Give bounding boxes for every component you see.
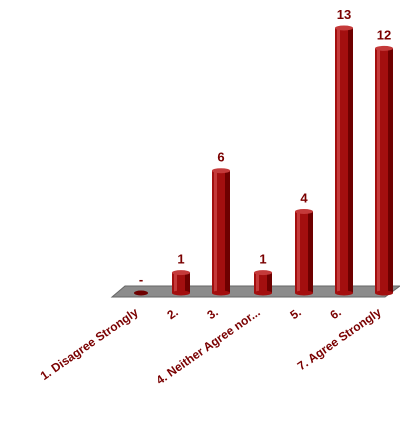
bar-top	[375, 45, 393, 51]
data-label: -	[139, 272, 143, 287]
bar-top	[212, 168, 230, 174]
bar-shade	[388, 48, 393, 294]
bar-shade	[185, 272, 190, 293]
category-labels-group: 1. Disagree Strongly 2. 3.4. Neither Agree…	[38, 305, 384, 388]
bar-base	[212, 290, 230, 296]
category-tick-label: 6.	[327, 305, 343, 322]
bar-shade	[267, 272, 272, 293]
category-tick-label: 5.	[287, 305, 303, 322]
bar	[254, 270, 272, 296]
category-tick-label: 1. Disagree Strongly	[38, 305, 141, 383]
bar-base	[254, 290, 272, 296]
bar-highlight	[256, 272, 259, 293]
bar-shade	[348, 28, 353, 293]
bar-highlight	[174, 272, 177, 293]
category-tick-label: 3.	[204, 305, 220, 322]
bar-base	[335, 290, 353, 296]
bar-highlight	[337, 28, 340, 293]
bar-highlight	[214, 170, 217, 293]
bar	[375, 45, 393, 296]
bar-top	[335, 25, 353, 31]
bar	[172, 270, 190, 296]
bar-base	[375, 290, 393, 296]
bar-top	[172, 270, 190, 276]
bar	[335, 25, 353, 296]
bar-top	[295, 208, 313, 214]
bar	[134, 290, 148, 296]
data-label: 1	[177, 252, 184, 267]
bar-base	[172, 290, 190, 296]
data-label: 4	[300, 190, 308, 205]
data-label: 13	[337, 7, 351, 22]
data-label: 1	[259, 252, 266, 267]
bar-base	[295, 290, 313, 296]
bar-highlight	[297, 211, 300, 293]
bar-shade	[225, 170, 230, 293]
bar-top	[254, 270, 272, 276]
bar-highlight	[377, 48, 380, 294]
bar-base	[134, 290, 148, 296]
data-label: 6	[217, 150, 224, 165]
bar	[295, 208, 313, 296]
bar	[212, 168, 230, 296]
data-label: 12	[377, 27, 391, 42]
category-tick-label: 2.	[164, 305, 180, 322]
bars-group	[134, 25, 393, 296]
bar-shade	[308, 211, 313, 293]
